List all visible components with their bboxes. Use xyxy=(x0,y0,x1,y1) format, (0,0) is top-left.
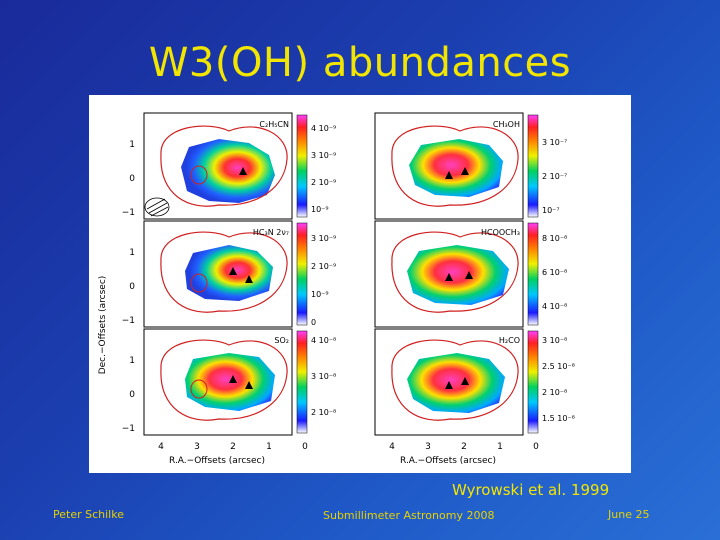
map-h2co xyxy=(391,339,519,421)
scale-label: 2 10⁻⁹ xyxy=(311,178,336,187)
scale-label: 4 10⁻⁸ xyxy=(311,336,336,345)
footer-event: Submillimeter Astronomy 2008 xyxy=(323,509,495,522)
scale-label: 0 xyxy=(311,318,316,327)
map-hc3n xyxy=(160,231,288,313)
scale-label: 1.5 10⁻⁸ xyxy=(542,414,575,423)
x-tick: 3 xyxy=(425,442,431,452)
y-tick: 0 xyxy=(129,282,135,292)
scale-label: 3 10⁻⁷ xyxy=(542,138,567,147)
panel-label: CH₃OH xyxy=(493,120,520,129)
y-tick: 1 xyxy=(129,140,135,150)
x-axis-label: R.A.−Offsets (arcsec) xyxy=(169,456,265,466)
scale-label: 2 10⁻⁸ xyxy=(311,408,336,417)
panel-label: SO₂ xyxy=(274,336,289,345)
x-tick: 0 xyxy=(533,442,539,452)
y-tick: −1 xyxy=(122,316,135,326)
y-tick: −1 xyxy=(122,208,135,218)
scale-label: 2 10⁻⁸ xyxy=(542,388,567,397)
x-tick: 2 xyxy=(230,442,236,452)
map-so2 xyxy=(160,339,288,421)
colorbar xyxy=(527,222,539,326)
scale-label: 6 10⁻⁸ xyxy=(542,268,567,277)
panel-label: HCOOCH₃ xyxy=(481,228,520,237)
x-tick: 1 xyxy=(266,442,272,452)
y-tick: 1 xyxy=(129,356,135,366)
footer-author: Peter Schilke xyxy=(53,508,124,521)
scale-label: 4 10⁻⁹ xyxy=(311,124,336,133)
slide-title: W3(OH) abundances xyxy=(148,40,572,86)
map-c2h5cn xyxy=(144,125,288,217)
colorbar xyxy=(296,114,308,218)
scale-label: 4 10⁻⁸ xyxy=(542,302,567,311)
x-tick: 0 xyxy=(302,442,308,452)
scale-label: 3 10⁻⁸ xyxy=(542,336,567,345)
footer-date: June 25 xyxy=(608,508,650,521)
y-tick: 0 xyxy=(129,174,135,184)
colorbar xyxy=(296,330,308,434)
panel-label: HC₃N 2ν₇ xyxy=(253,228,289,237)
abundance-maps-svg: C₂H₅CN CH₃OH HC₃N 2ν₇ HCOOCH₃ SO₂ H₂CO 4… xyxy=(98,112,575,466)
x-tick: 4 xyxy=(158,442,164,452)
abundance-maps-figure: C₂H₅CN CH₃OH HC₃N 2ν₇ HCOOCH₃ SO₂ H₂CO 4… xyxy=(89,95,631,473)
scale-label: 10⁻⁹ xyxy=(311,205,329,214)
scale-label: 2 10⁻⁹ xyxy=(311,262,336,271)
x-axis-label: R.A.−Offsets (arcsec) xyxy=(400,456,496,466)
map-ch3oh xyxy=(391,125,519,207)
y-tick: 1 xyxy=(129,248,135,258)
colorbar xyxy=(527,114,539,218)
colorbar xyxy=(527,330,539,434)
scale-label: 3 10⁻⁸ xyxy=(311,372,336,381)
scale-label: 10⁻⁹ xyxy=(311,290,329,299)
map-hcooch3 xyxy=(391,231,519,313)
scale-label: 10⁻⁷ xyxy=(542,206,560,215)
y-tick: 0 xyxy=(129,390,135,400)
scale-label: 3 10⁻⁹ xyxy=(311,151,336,160)
panel-label: C₂H₅CN xyxy=(259,120,289,129)
citation: Wyrowski et al. 1999 xyxy=(452,481,610,499)
x-tick: 2 xyxy=(461,442,467,452)
y-axis-label: Dec.−Offsets (arcsec) xyxy=(98,276,108,375)
y-tick: −1 xyxy=(122,424,135,434)
scale-label: 3 10⁻⁹ xyxy=(311,234,336,243)
scale-label: 8 10⁻⁸ xyxy=(542,234,567,243)
x-tick: 3 xyxy=(194,442,200,452)
scale-label: 2.5 10⁻⁸ xyxy=(542,362,575,371)
x-tick: 1 xyxy=(497,442,503,452)
x-tick: 4 xyxy=(389,442,395,452)
colorbar xyxy=(296,222,308,326)
panel-label: H₂CO xyxy=(499,336,520,345)
scale-label: 2 10⁻⁷ xyxy=(542,172,567,181)
